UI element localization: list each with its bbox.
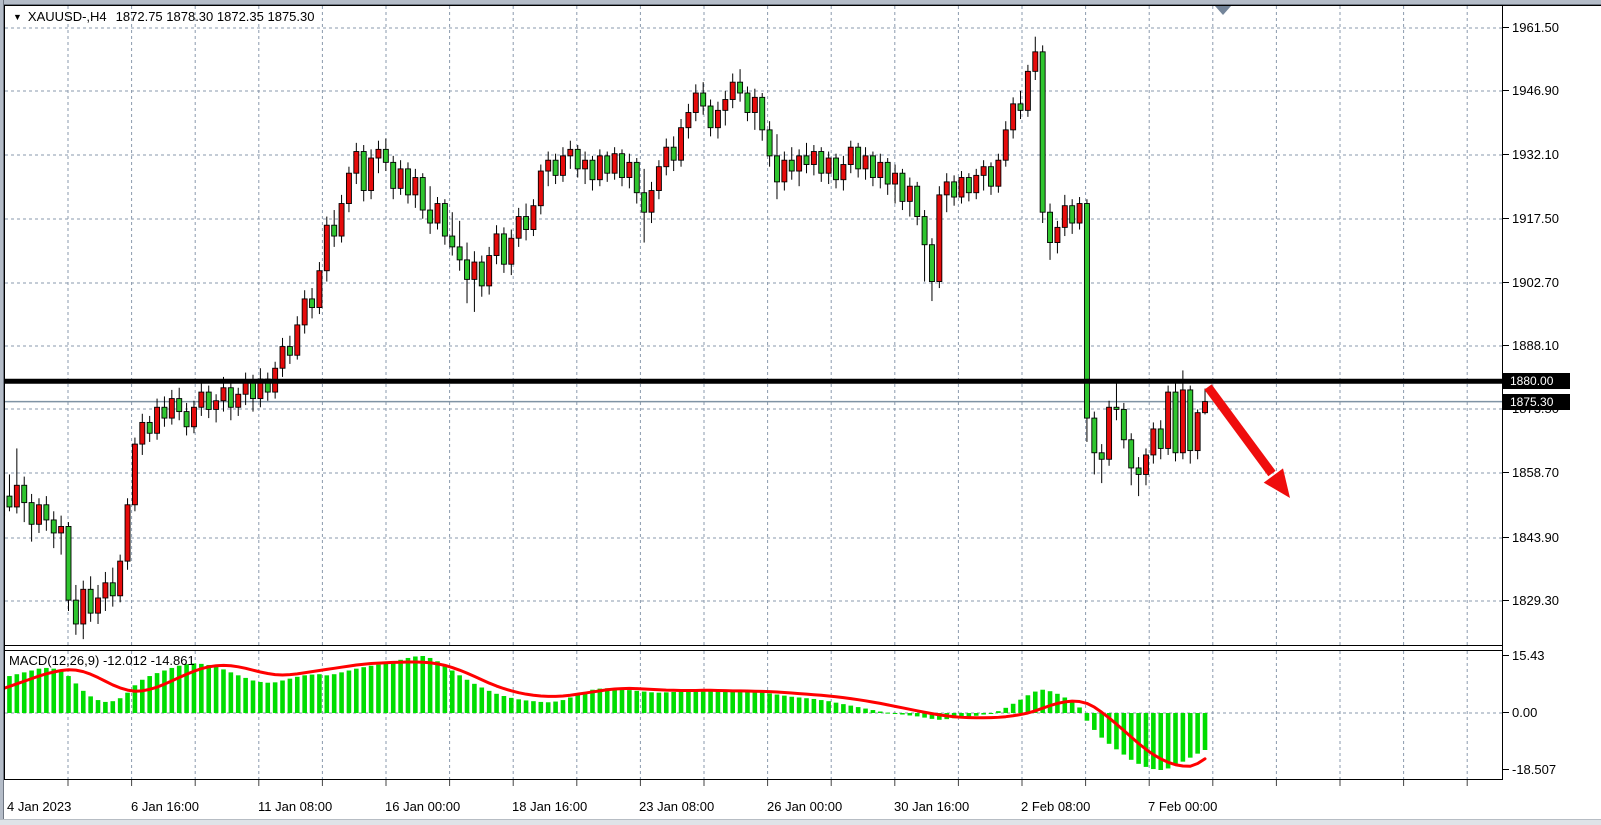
price-tick-label: 1917.50	[1503, 211, 1559, 226]
ohlc-values: 1872.75 1878.30 1872.35 1875.30	[115, 9, 315, 24]
window-bottom-edge	[0, 819, 1601, 825]
price-tick-label: 1902.70	[1503, 275, 1559, 290]
price-tick-label: 1843.90	[1503, 530, 1559, 545]
symbol-dropdown-icon[interactable]: ▼	[13, 12, 22, 22]
current-price-tag: 1875.30	[1503, 394, 1570, 410]
symbol-title[interactable]: ▼ XAUUSD-,H4 1872.75 1878.30 1872.35 1875.…	[13, 9, 314, 24]
price-tick-label: 1829.30	[1503, 593, 1559, 608]
pane-border-top	[4, 5, 1601, 6]
price-tick-label: 1961.50	[1503, 20, 1559, 35]
macd-indicator-label[interactable]: MACD(12,26,9) -12.012 -14.861	[9, 653, 195, 668]
candlestick-series	[5, 36, 1208, 640]
pane-border-right	[1502, 5, 1503, 780]
time-tick-label: 18 Jan 16:00	[512, 799, 588, 814]
time-axis-ticks	[67, 780, 1468, 786]
time-tick-label: 16 Jan 00:00	[385, 799, 461, 814]
time-tick-label: 26 Jan 00:00	[767, 799, 843, 814]
price-tick-label: 1888.10	[1503, 338, 1559, 353]
chart-shift-marker-icon[interactable]	[1215, 6, 1231, 15]
macd-pane-canvas[interactable]	[5, 651, 1502, 779]
pane-border-left	[4, 5, 5, 780]
time-tick-label: 23 Jan 08:00	[639, 799, 715, 814]
time-tick-label: 4 Jan 2023	[7, 799, 72, 814]
pane-separator-lower[interactable]	[4, 650, 1503, 651]
time-axis[interactable]: 4 Jan 2023 6 Jan 16:00 11 Jan 08:00 16 Jan …	[5, 799, 1502, 819]
macd-name: MACD(12,26,9)	[9, 653, 100, 668]
pane-separator[interactable]	[4, 645, 1503, 646]
time-tick-label: 11 Jan 08:00	[258, 799, 333, 814]
price-tick-label: 1946.90	[1503, 83, 1559, 98]
down-arrow-annotation[interactable]	[1204, 384, 1290, 498]
macd-tick-label: 0.00	[1502, 705, 1538, 720]
price-tick-label: 1858.70	[1503, 465, 1559, 480]
pane-border-bottom	[4, 779, 1503, 780]
symbol-period-label: XAUUSD-,H4	[27, 9, 107, 24]
window-left-edge	[0, 0, 4, 820]
time-tick-label: 2 Feb 08:00	[1021, 799, 1091, 814]
macd-axis[interactable]: 15.43 0.00 -18.507	[1502, 0, 1600, 825]
price-tick-label: 1932.10	[1503, 147, 1559, 162]
macd-tick-label: 15.43	[1503, 648, 1545, 663]
hline-price-tag: 1880.00	[1503, 373, 1570, 389]
time-tick-label: 6 Jan 16:00	[131, 799, 199, 814]
time-tick-label: 7 Feb 00:00	[1148, 799, 1218, 814]
macd-tick-label: -18.507	[1502, 762, 1557, 777]
macd-signal-line	[5, 660, 1207, 768]
price-pane-canvas[interactable]	[5, 6, 1502, 645]
window-top-edge	[0, 0, 1601, 5]
macd-current-values: -12.012 -14.861	[102, 653, 195, 668]
time-tick-label: 30 Jan 16:00	[894, 799, 970, 814]
